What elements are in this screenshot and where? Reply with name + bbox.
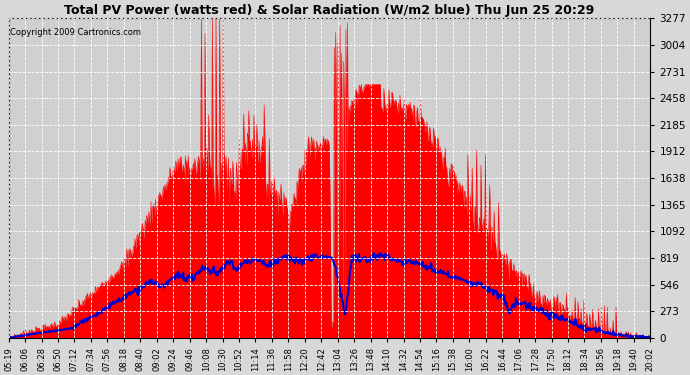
Title: Total PV Power (watts red) & Solar Radiation (W/m2 blue) Thu Jun 25 20:29: Total PV Power (watts red) & Solar Radia… xyxy=(64,4,595,17)
Text: Copyright 2009 Cartronics.com: Copyright 2009 Cartronics.com xyxy=(10,28,141,37)
